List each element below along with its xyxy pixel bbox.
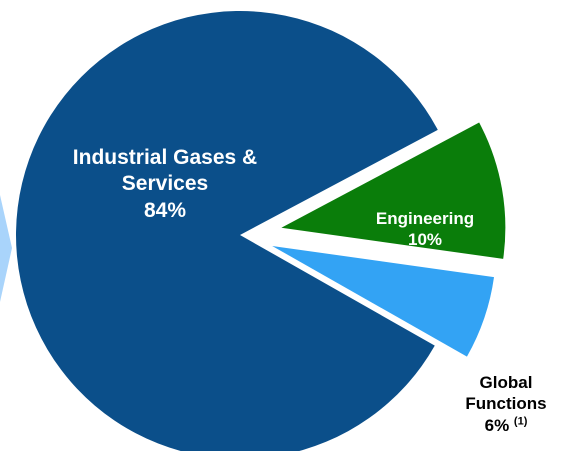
pie-slice: [16, 11, 438, 451]
category-label: Industrial Gases & Services: [72, 146, 258, 196]
slice-label: Industrial Gases & Services 84%: [60, 145, 270, 224]
slices: [16, 11, 506, 451]
value-label: 10%: [407, 230, 443, 250]
value-label: 6%: [484, 415, 510, 435]
category-label: Engineering: [375, 209, 475, 228]
pie-slice: [281, 122, 506, 259]
category-label: Global Functions: [465, 373, 547, 414]
slice-label: Global Functions 6% (1): [452, 372, 560, 436]
arrow-decoration: [0, 195, 12, 302]
footnote: (1): [513, 414, 528, 427]
pie-slice: [272, 245, 495, 357]
value-label: 84%: [143, 198, 187, 222]
value-label-wrap: 6% (1): [452, 415, 560, 436]
slice-label: Engineering 10%: [350, 208, 500, 251]
